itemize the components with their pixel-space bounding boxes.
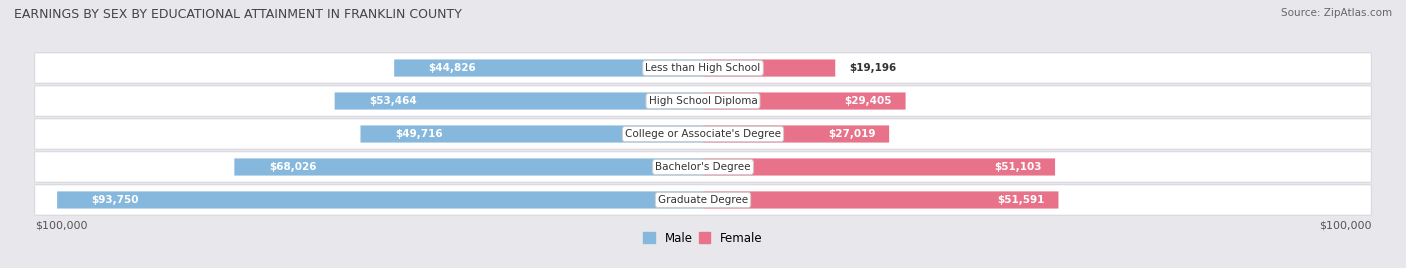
FancyBboxPatch shape bbox=[703, 125, 889, 143]
Text: $44,826: $44,826 bbox=[429, 63, 477, 73]
Text: $51,103: $51,103 bbox=[994, 162, 1042, 172]
FancyBboxPatch shape bbox=[703, 59, 835, 77]
Text: College or Associate's Degree: College or Associate's Degree bbox=[626, 129, 780, 139]
Text: $27,019: $27,019 bbox=[828, 129, 876, 139]
Text: Less than High School: Less than High School bbox=[645, 63, 761, 73]
Text: $100,000: $100,000 bbox=[1319, 220, 1371, 230]
FancyBboxPatch shape bbox=[35, 152, 1371, 182]
FancyBboxPatch shape bbox=[703, 92, 905, 110]
Text: Source: ZipAtlas.com: Source: ZipAtlas.com bbox=[1281, 8, 1392, 18]
Text: High School Diploma: High School Diploma bbox=[648, 96, 758, 106]
Text: Graduate Degree: Graduate Degree bbox=[658, 195, 748, 205]
Text: $29,405: $29,405 bbox=[845, 96, 891, 106]
Text: $19,196: $19,196 bbox=[849, 63, 896, 73]
FancyBboxPatch shape bbox=[335, 92, 703, 110]
FancyBboxPatch shape bbox=[360, 125, 703, 143]
FancyBboxPatch shape bbox=[235, 158, 703, 176]
Text: $93,750: $93,750 bbox=[91, 195, 139, 205]
FancyBboxPatch shape bbox=[58, 191, 703, 209]
FancyBboxPatch shape bbox=[703, 158, 1054, 176]
Text: $53,464: $53,464 bbox=[370, 96, 416, 106]
FancyBboxPatch shape bbox=[394, 59, 703, 77]
Text: $51,591: $51,591 bbox=[997, 195, 1045, 205]
FancyBboxPatch shape bbox=[35, 53, 1371, 83]
Text: $68,026: $68,026 bbox=[269, 162, 316, 172]
Text: EARNINGS BY SEX BY EDUCATIONAL ATTAINMENT IN FRANKLIN COUNTY: EARNINGS BY SEX BY EDUCATIONAL ATTAINMEN… bbox=[14, 8, 463, 21]
FancyBboxPatch shape bbox=[703, 191, 1059, 209]
FancyBboxPatch shape bbox=[35, 185, 1371, 215]
FancyBboxPatch shape bbox=[35, 86, 1371, 116]
Legend: Male, Female: Male, Female bbox=[644, 232, 762, 245]
Text: $100,000: $100,000 bbox=[35, 220, 87, 230]
Text: $49,716: $49,716 bbox=[395, 129, 443, 139]
Text: Bachelor's Degree: Bachelor's Degree bbox=[655, 162, 751, 172]
FancyBboxPatch shape bbox=[35, 119, 1371, 149]
